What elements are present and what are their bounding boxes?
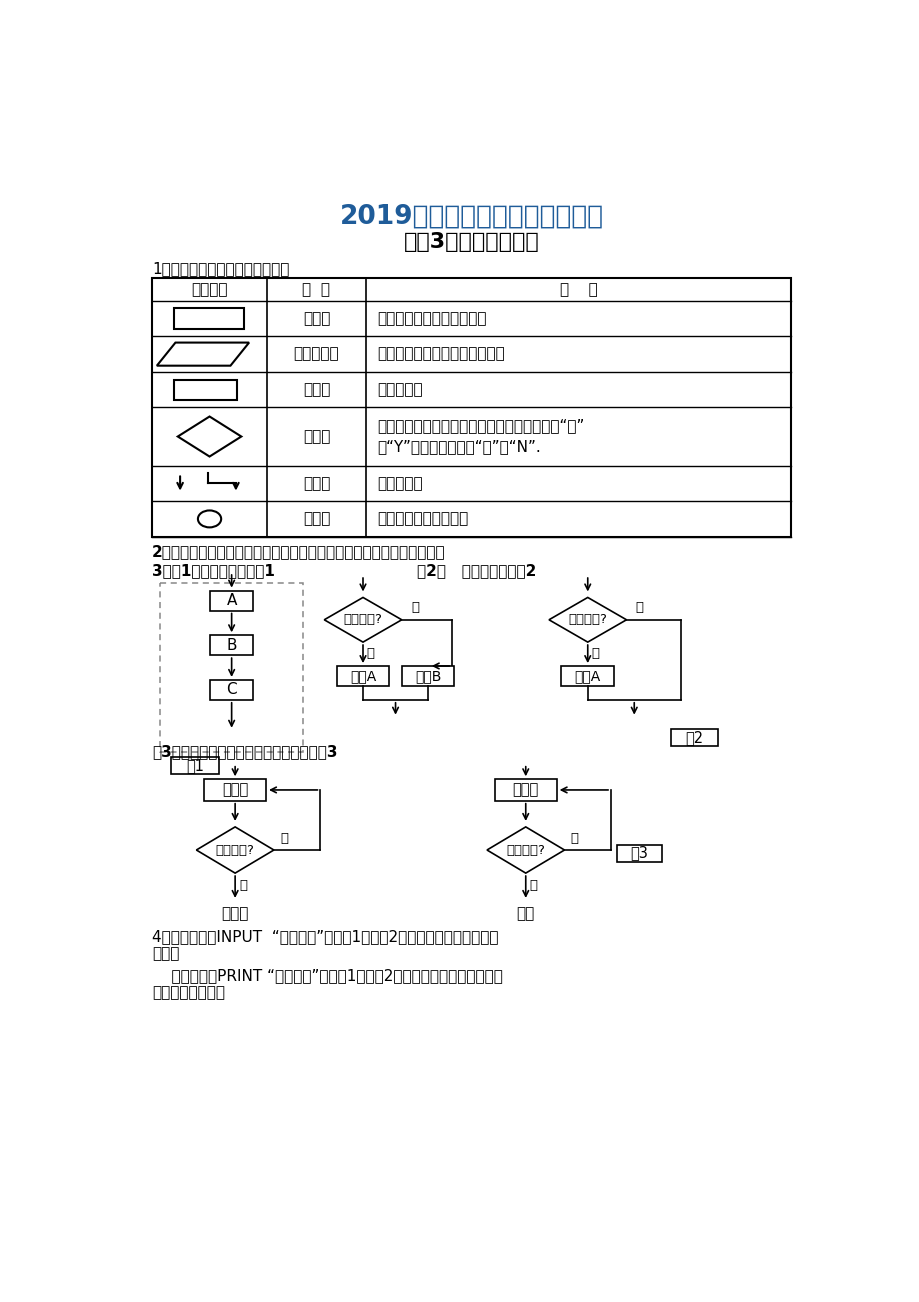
Text: 功    能: 功 能 [559,283,596,297]
Text: 达式）: 达式） [152,947,179,961]
Text: 满足条件?: 满足条件? [568,613,607,626]
Text: 否: 否 [411,602,418,615]
Text: 表示一个算法的起始和结束: 表示一个算法的起始和结束 [377,311,486,327]
Text: 循环体: 循环体 [512,783,539,797]
Text: 步骤A: 步骤A [349,669,376,684]
Text: 直到型: 直到型 [221,906,248,922]
Text: 赋値、计算: 赋値、计算 [377,381,422,397]
Bar [210,680,253,700]
Text: 步骤B: 步骤B [414,669,441,684]
Bar [617,845,662,862]
Text: 不能起赋値作用）: 不能起赋値作用） [152,984,225,1000]
Polygon shape [549,598,626,642]
Text: 3、（1）顺序结构：如图1: 3、（1）顺序结构：如图1 [152,562,275,578]
Text: （3）循环结构（必含有条件结构）：如图3: （3）循环结构（必含有条件结构）：如图3 [152,743,337,759]
Ellipse shape [198,510,221,527]
Text: 满足条件?: 满足条件? [505,844,545,857]
Text: 或“Y”；不成立时标明“否”或“N”.: 或“Y”；不成立时标明“否”或“N”. [377,440,540,454]
Bar [210,591,253,611]
Polygon shape [486,827,564,874]
Text: 否: 否 [635,602,643,615]
Text: 步骤A: 步骤A [574,669,600,684]
Text: 是: 是 [570,832,578,845]
Text: 连接程序框图的两部分: 连接程序框图的两部分 [377,512,468,526]
Bar [174,309,244,329]
Text: 图2: 图2 [685,730,703,745]
Text: 满足条件?: 满足条件? [215,844,255,857]
Bar [561,667,614,686]
Polygon shape [156,342,249,366]
Text: 否: 否 [279,832,288,845]
Text: B: B [226,638,236,652]
Text: 是: 是 [239,879,246,892]
Text: 循环体: 循环体 [221,783,248,797]
Text: 判断某一条件是否成立，成立时在出口处标明“是”: 判断某一条件是否成立，成立时在出口处标明“是” [377,418,584,434]
Text: 名  称: 名 称 [302,283,330,297]
Text: 当型: 当型 [516,906,534,922]
Bar [336,667,389,686]
Text: 输入输出框: 输入输出框 [293,346,339,362]
Polygon shape [177,417,241,457]
Bar [174,380,237,400]
Text: A: A [226,592,236,608]
Text: 否: 否 [529,879,537,892]
Text: 表示一个算法输入和输出的信息: 表示一个算法输入和输出的信息 [377,346,505,362]
Polygon shape [323,598,402,642]
Text: C: C [226,682,237,698]
Text: 起止框: 起止框 [302,311,330,327]
Text: 是: 是 [367,647,374,660]
Bar [152,277,790,536]
Bar [402,667,454,686]
Text: 2、程序框图的三种基本逻辑结构是：顺序结构、条件结构、循环结构。: 2、程序框图的三种基本逻辑结构是：顺序结构、条件结构、循环结构。 [152,544,446,560]
Text: 2019版数学精品资料（人教版）: 2019版数学精品资料（人教版） [339,204,603,230]
Bar [171,756,219,773]
Text: 判断框: 判断框 [302,430,330,444]
Text: 图3: 图3 [630,845,648,861]
Bar [494,779,556,801]
Text: 图形符号: 图形符号 [191,283,228,297]
Bar [204,779,266,801]
Text: 连结点: 连结点 [302,512,330,526]
Polygon shape [196,827,274,874]
Text: （2）   条件结构：如图2: （2） 条件结构：如图2 [417,562,536,578]
Text: 必修3公式化知识整理: 必修3公式化知识整理 [403,232,539,251]
Bar [210,635,253,655]
Text: 输出语句：PRINT “提示内容”；变量1，变量2（可以输出变量，表达式，: 输出语句：PRINT “提示内容”；变量1，变量2（可以输出变量，表达式， [152,967,503,983]
Text: 图1: 图1 [186,758,204,773]
Bar [160,583,303,753]
Text: 1、程序框、流程线的名称与功能: 1、程序框、流程线的名称与功能 [152,260,289,276]
Text: 处理框: 处理框 [302,381,330,397]
Text: 流程线: 流程线 [302,477,330,491]
Text: 连接程序框: 连接程序框 [377,477,422,491]
Bar [671,729,717,746]
Text: 是: 是 [591,647,599,660]
Text: 4、输入语句：INPUT  “提示内容”；变量1，变量2（输入的不能是函数和表: 4、输入语句：INPUT “提示内容”；变量1，变量2（输入的不能是函数和表 [152,930,498,944]
Text: 满足条件?: 满足条件? [343,613,382,626]
